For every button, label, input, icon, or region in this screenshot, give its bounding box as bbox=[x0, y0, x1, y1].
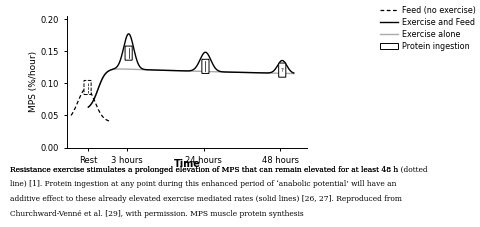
Text: Resistance exercise stimulates a prolonged elevation of MPS that can remain elev: Resistance exercise stimulates a prolong… bbox=[10, 166, 427, 174]
Text: ?: ? bbox=[281, 68, 284, 73]
FancyBboxPatch shape bbox=[279, 63, 286, 77]
Y-axis label: MPS (%/hour): MPS (%/hour) bbox=[29, 51, 38, 112]
Text: line) [1]. Protein ingestion at any point during this enhanced period of ‘anabol: line) [1]. Protein ingestion at any poin… bbox=[10, 180, 396, 188]
Text: Resistance exercise stimulates a prolonged elevation of MPS that can remain elev: Resistance exercise stimulates a prolong… bbox=[10, 166, 400, 174]
Legend: Feed (no exercise), Exercise and Feed, Exercise alone, Protein ingestion: Feed (no exercise), Exercise and Feed, E… bbox=[380, 6, 476, 51]
Text: Churchward-Venné et al. [29], with permission. MPS muscle protein synthesis: Churchward-Venné et al. [29], with permi… bbox=[10, 210, 303, 218]
FancyBboxPatch shape bbox=[84, 80, 91, 95]
FancyBboxPatch shape bbox=[202, 59, 209, 73]
Text: Time: Time bbox=[174, 159, 201, 169]
Text: additive effect to these already elevated exercise mediated rates (solid lines) : additive effect to these already elevate… bbox=[10, 195, 402, 203]
FancyBboxPatch shape bbox=[125, 46, 132, 60]
